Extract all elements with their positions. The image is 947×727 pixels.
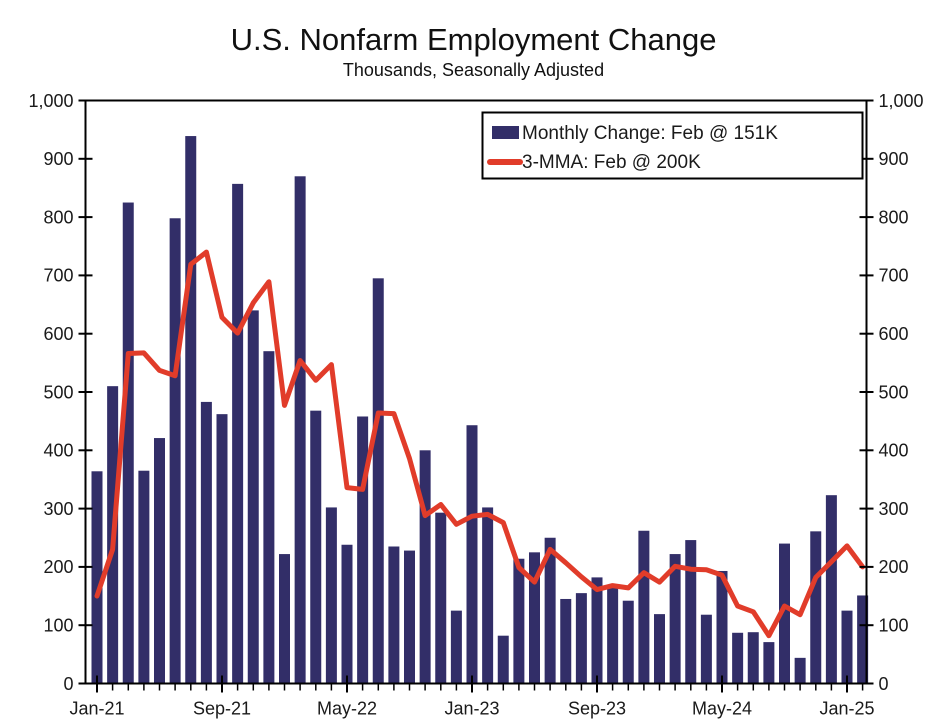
x-axis-label: Sep-21 [193,699,251,719]
bar-Mar-21 [122,202,134,684]
bar-Nov-22 [435,512,447,684]
bar-Oct-22 [419,450,431,684]
bar-May-23 [529,552,540,684]
y-axis-label-left: 900 [43,149,73,169]
bar-Oct-23 [607,586,619,684]
bar-Apr-24 [700,614,712,684]
legend-label-monthly-change: Monthly Change: Feb @ 151K [522,123,778,144]
bar-Jun-22 [357,416,369,684]
y-axis-label-left: 500 [43,382,73,402]
y-axis-label-left: 200 [43,557,73,577]
y-axis-label-left: 600 [43,324,73,344]
y-axis-label-left: 400 [43,441,73,461]
bar-Sep-23 [591,577,603,684]
y-axis-label-left: 1,000 [28,91,73,111]
bar-May-24 [716,570,728,684]
bar-Mar-23 [497,635,509,684]
y-axis-label-right: 300 [879,499,909,519]
bar-Dec-22 [450,610,462,684]
bar-Aug-21 [200,401,212,684]
legend-box [481,111,864,180]
bar-Apr-21 [138,470,150,684]
bar-Jan-23 [466,425,478,684]
bar-Sep-21 [216,414,228,684]
bar-Sep-22 [404,550,415,684]
bar-Feb-22 [294,176,306,684]
y-axis-label-right: 1,000 [879,91,924,111]
bar-Oct-24 [794,657,806,684]
y-axis-label-left: 0 [63,674,73,694]
bar-Jul-22 [372,278,384,684]
y-axis-label-right: 200 [879,557,909,577]
bar-Dec-24 [825,495,837,684]
x-axis-label: May-22 [317,699,377,719]
bar-Jul-23 [560,598,572,684]
y-axis-label-right: 700 [879,266,909,286]
bar-Feb-24 [669,554,681,684]
bar-Jun-23 [544,537,556,684]
bar-Dec-23 [638,530,650,684]
bar-Mar-22 [310,410,322,684]
y-axis-label-right: 100 [879,616,909,636]
x-axis-label: Jan-25 [819,699,874,719]
bar-Dec-21 [263,351,275,684]
bar-Jan-24 [654,614,665,684]
bar-Aug-24 [763,642,775,684]
legend-bar-swatch [492,126,519,139]
bar-Jan-25 [841,610,853,684]
bar-Nov-24 [810,531,822,684]
bar-Apr-22 [325,507,337,684]
bar-Aug-23 [575,593,587,684]
x-axis-label: Jan-23 [444,699,499,719]
bar-Jul-24 [747,632,759,684]
bar-Feb-23 [482,507,494,684]
bar-Jan-21 [91,471,103,684]
y-axis-label-right: 0 [879,674,889,694]
bar-May-21 [154,438,165,684]
x-axis-label: Sep-23 [568,699,626,719]
legend-label-3mma: 3-MMA: Feb @ 200K [522,152,701,173]
bar-May-22 [341,544,353,684]
bar-Jun-21 [169,218,181,684]
y-axis-label-left: 300 [43,499,73,519]
bar-Jun-24 [732,632,744,684]
bar-Sep-24 [779,543,790,684]
three-mma-line [94,249,866,639]
x-axis-label: Jan-21 [69,699,124,719]
y-axis-label-right: 600 [879,324,909,344]
bar-Oct-21 [232,183,244,684]
bar-Jan-22 [279,554,290,684]
chart-title: U.S. Nonfarm Employment Change [230,22,717,57]
bar-Mar-24 [685,540,697,684]
bar-Jul-21 [185,136,197,684]
bar-Aug-22 [388,546,400,684]
bar-Feb-25 [857,595,869,684]
y-axis-label-right: 900 [879,149,909,169]
bar-Apr-23 [513,558,525,684]
y-axis-label-left: 100 [43,616,73,636]
chart-subtitle: Thousands, Seasonally Adjusted [342,60,605,80]
y-axis-label-right: 800 [879,207,909,227]
y-axis-label-left: 800 [43,207,73,227]
bar-Nov-23 [622,600,634,684]
x-axis-label: May-24 [692,699,752,719]
y-axis-label-right: 400 [879,441,909,461]
y-axis-label-left: 700 [43,266,73,286]
y-axis-label-right: 500 [879,382,909,402]
bar-Nov-21 [247,310,259,684]
